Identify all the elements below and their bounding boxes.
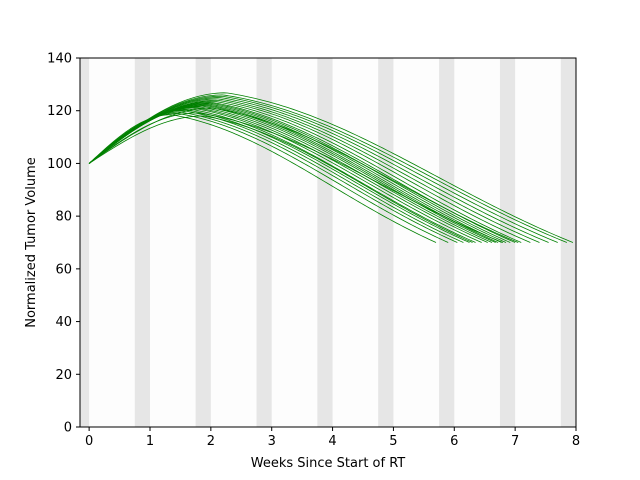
weekend-band (195, 58, 211, 427)
series-line (88, 97, 549, 243)
y-axis: 0 20 40 60 80 100 120 140 (47, 52, 80, 436)
series-line (88, 95, 558, 243)
x-tick-label: 6 (450, 434, 458, 449)
weekend-band (560, 58, 576, 427)
series-line (88, 98, 540, 243)
weekend-bands (80, 58, 576, 427)
x-tick-label: 1 (146, 434, 154, 449)
plot-frame (79, 57, 577, 428)
y-tick-label: 20 (55, 368, 72, 383)
x-tick-label: 7 (511, 434, 519, 449)
y-tick-label: 80 (55, 210, 72, 225)
x-axis: 0 1 2 3 4 5 6 7 8 (85, 427, 580, 449)
weekend-band (499, 58, 516, 427)
x-tick-label: 8 (572, 434, 580, 449)
series-line (88, 107, 519, 243)
x-axis-label: Weeks Since Start of RT (251, 456, 406, 471)
x-tick-label: 4 (328, 434, 336, 449)
weekend-band (134, 58, 150, 427)
series-lines (88, 92, 574, 243)
y-tick-label: 100 (47, 157, 72, 172)
plot-area (79, 57, 577, 428)
x-tick-label: 3 (268, 434, 276, 449)
weekend-band (80, 58, 90, 427)
weekend-band (256, 58, 272, 427)
y-tick-label: 40 (55, 315, 72, 330)
y-tick-label: 120 (47, 104, 72, 119)
y-axis-label: Normalized Tumor Volume (24, 157, 39, 328)
x-tick-label: 0 (85, 434, 93, 449)
weekend-band (439, 58, 455, 427)
y-tick-label: 60 (55, 262, 72, 277)
weekend-band (378, 58, 394, 427)
series-line (88, 115, 473, 243)
series-line (88, 99, 531, 243)
x-tick-label: 5 (389, 434, 397, 449)
y-tick-label: 0 (64, 421, 72, 436)
series-line (88, 92, 574, 243)
weekend-band (317, 58, 333, 427)
x-tick-label: 2 (207, 434, 215, 449)
y-tick-label: 140 (47, 52, 72, 67)
series-line (88, 94, 568, 243)
